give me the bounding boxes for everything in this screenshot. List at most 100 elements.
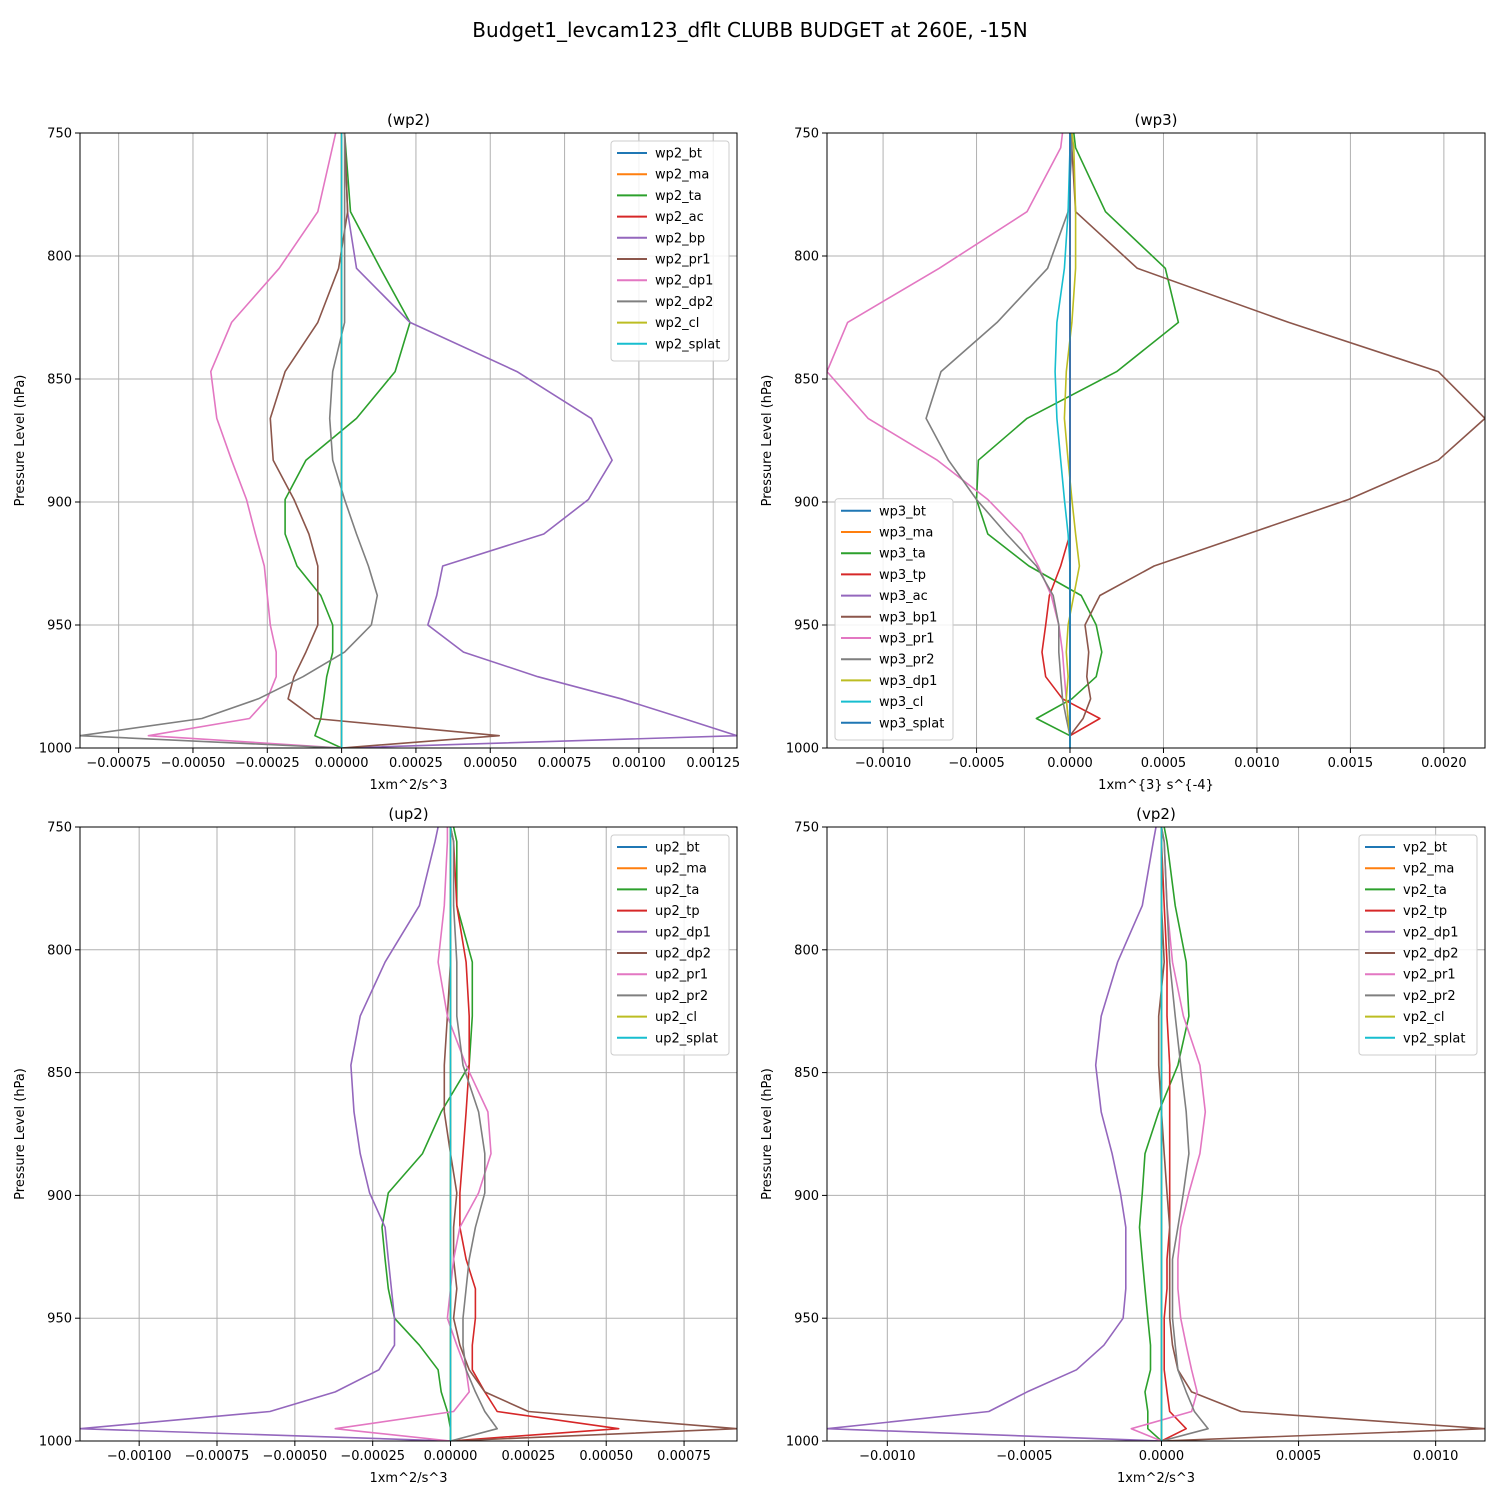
legend-label: wp3_splat (879, 716, 944, 731)
legend: wp3_bt wp3_ma wp3_ta wp3_tp wp3_ac wp3_bp1 wp3… (834, 498, 954, 741)
x-tick-label: −0.00075 (185, 1449, 250, 1464)
y-tick-label: 800 (794, 250, 819, 265)
legend-label: vp2_tp (1403, 904, 1447, 919)
x-tick-label: −0.0005 (948, 756, 1004, 771)
legend-label: up2_pr1 (655, 968, 708, 983)
x-tick-label: 0.0005 (1276, 1449, 1322, 1464)
legend-label: wp2_ac (655, 210, 704, 225)
y-axis-label: Pressure Level (hPa) (760, 375, 775, 507)
legend-label: wp2_bp (655, 231, 705, 246)
x-tick-label: −0.00075 (86, 756, 151, 771)
legend-label: wp2_dp2 (655, 295, 713, 310)
series-line-wp2_pr1 (269, 133, 501, 748)
subplot-title: (wp3) (1134, 111, 1177, 129)
series-line-wp2_ta (284, 133, 411, 748)
y-tick-label: 900 (794, 496, 819, 511)
y-tick-label: 750 (794, 821, 819, 836)
series-line-vp2_ta (1138, 827, 1190, 1441)
x-tick-label: 0.00050 (463, 756, 517, 771)
series-line-wp2_bp (341, 133, 737, 748)
x-tick-label: −0.0005 (996, 1449, 1052, 1464)
legend-label: wp2_ma (655, 168, 709, 183)
x-tick-label: −0.0010 (855, 756, 911, 771)
x-tick-label: −0.00025 (340, 1449, 405, 1464)
x-tick-label: −0.00050 (161, 756, 226, 771)
legend-label: wp2_ta (655, 189, 702, 204)
legend-label: vp2_splat (1403, 1031, 1465, 1046)
legend-label: vp2_pr2 (1403, 989, 1456, 1004)
subplot-3: −0.0010 −0.0005 0.0000 0.0005 0.0010 750 800 85… (760, 805, 1486, 1486)
x-axis-label: 1xm^2/s^3 (1117, 1471, 1195, 1486)
x-tick-label: 0.00025 (389, 756, 443, 771)
x-axis-label: 1xm^{3} s^{-4} (1098, 778, 1214, 793)
legend-label: wp3_pr2 (879, 653, 935, 668)
x-tick-label: 0.0020 (1421, 756, 1467, 771)
x-axis-label: 1xm^2/s^3 (369, 778, 447, 793)
x-tick-label: −0.00050 (263, 1449, 328, 1464)
legend-label: wp3_ta (879, 547, 926, 562)
x-tick-label: 0.0010 (1234, 756, 1280, 771)
legend-label: up2_dp1 (655, 925, 711, 940)
subplot-title: (wp2) (387, 111, 430, 129)
x-tick-label: 0.00050 (579, 1449, 633, 1464)
legend-label: vp2_pr1 (1403, 968, 1456, 983)
x-tick-label: −0.0010 (859, 1449, 915, 1464)
axes-frame (826, 132, 1486, 749)
x-tick-label: 0.0015 (1328, 756, 1374, 771)
legend-label: wp3_cl (879, 695, 923, 710)
series-line-wp2_dp1 (147, 133, 342, 748)
y-tick-label: 1000 (786, 742, 819, 757)
y-tick-label: 950 (47, 1312, 72, 1327)
series-line-wp3_bp1 (1069, 133, 1485, 748)
y-tick-label: 1000 (39, 1435, 72, 1450)
series-line-up2_pr2 (449, 827, 499, 1441)
series-line-up2_dp1 (80, 827, 451, 1441)
x-tick-label: 0.0005 (1141, 756, 1187, 771)
x-tick-label: 0.00000 (424, 1449, 478, 1464)
y-tick-label: 950 (794, 619, 819, 634)
legend-label: wp3_ac (879, 589, 928, 604)
series-line-vp2_pr2 (1160, 827, 1209, 1441)
legend-label: wp3_bp1 (879, 610, 937, 625)
x-axis-label: 1xm^2/s^3 (369, 1471, 447, 1486)
y-tick-label: 800 (47, 250, 72, 265)
series-group (80, 827, 737, 1441)
axes-frame (79, 826, 738, 1442)
y-tick-label: 950 (47, 619, 72, 634)
legend-label: vp2_dp2 (1403, 947, 1459, 962)
series-line-wp2_dp2 (80, 133, 379, 748)
legend: wp2_bt wp2_ma wp2_ta wp2_ac wp2_bp wp2_pr1 wp2… (610, 140, 730, 362)
legend-label: vp2_cl (1403, 1010, 1444, 1025)
x-tick-label: −0.00025 (235, 756, 300, 771)
legend-label: up2_pr2 (655, 989, 708, 1004)
figure-suptitle: Budget1_levcam123_dflt CLUBB BUDGET at 2… (472, 18, 1027, 42)
legend-label: wp3_tp (879, 568, 926, 583)
legend-label: up2_dp2 (655, 947, 711, 962)
series-line-vp2_dp1 (827, 827, 1162, 1441)
legend-label: vp2_ta (1403, 883, 1447, 898)
subplot-1: −0.0010 −0.0005 0.0000 0.0005 0.0010 0.0015 0.… (760, 111, 1486, 793)
y-tick-label: 750 (794, 127, 819, 142)
legend-label: wp2_bt (655, 147, 702, 162)
subplot-0: −0.00075 −0.00050 −0.00025 0.00000 0.00025 0.… (13, 111, 740, 793)
legend-label: wp2_dp1 (655, 274, 713, 289)
y-tick-label: 950 (794, 1312, 819, 1327)
legend-label: up2_ta (655, 883, 699, 898)
x-tick-label: 0.00075 (657, 1449, 711, 1464)
legend-label: wp3_pr1 (879, 632, 935, 647)
y-tick-label: 900 (47, 1189, 72, 1204)
axes-frame (826, 826, 1486, 1442)
series-group (80, 133, 737, 748)
legend-label: up2_splat (655, 1031, 718, 1046)
y-axis-label: Pressure Level (hPa) (760, 1068, 775, 1200)
legend-label: wp3_dp1 (879, 674, 937, 689)
series-line-vp2_pr1 (1130, 827, 1207, 1441)
series-group (827, 827, 1485, 1441)
legend-label: up2_tp (655, 904, 700, 919)
y-tick-label: 750 (47, 821, 72, 836)
subplot-title: (up2) (388, 805, 428, 823)
y-axis-label: Pressure Level (hPa) (13, 375, 28, 507)
x-tick-label: 0.00100 (612, 756, 666, 771)
legend-label: up2_ma (655, 862, 707, 877)
